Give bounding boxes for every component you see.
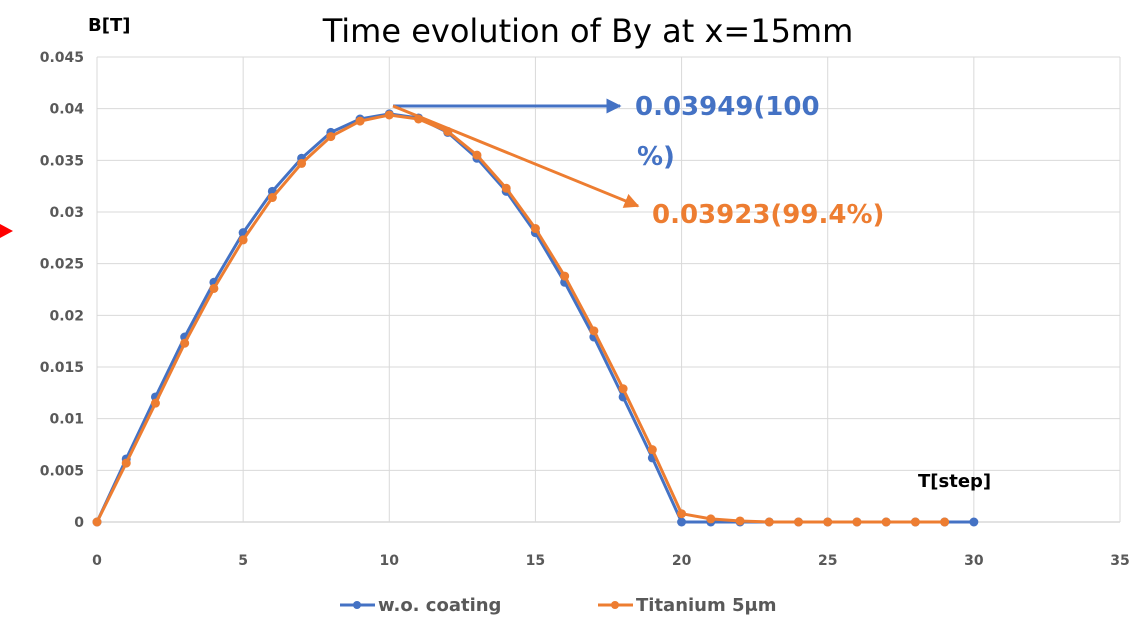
series-2-point (735, 516, 745, 526)
y-axis-label: B[T] (88, 15, 130, 36)
y-tick-label: 0 (74, 515, 84, 531)
series-1-point (969, 517, 979, 527)
y-tick-label: 0.035 (40, 153, 84, 169)
legend-label-series-2: Titanium 5μm (636, 595, 777, 616)
y-tick-label: 0.025 (40, 257, 84, 273)
series-2-point (92, 517, 102, 527)
blue-annotation-line2: %) (637, 142, 675, 172)
series-2-point (326, 132, 336, 142)
y-tick-label: 0.005 (40, 463, 84, 479)
y-tick-label: 0.03 (49, 205, 84, 221)
series-2-point (677, 509, 687, 519)
series-2-point (706, 514, 716, 524)
series-1-point (677, 517, 687, 527)
series-2-point (764, 517, 774, 527)
series-2-point (530, 224, 540, 234)
y-tick-label: 0.04 (49, 102, 84, 118)
orange-annotation: 0.03923(99.4%) (652, 200, 884, 230)
y-tick-label: 0.045 (40, 50, 84, 66)
series-2-point (647, 445, 657, 455)
series-2-point (121, 458, 131, 468)
legend-label-series-1: w.o. coating (378, 595, 501, 616)
orange-annotation-arrow (392, 104, 640, 208)
y-tick-label: 0.01 (49, 412, 84, 428)
series-2-point (823, 517, 833, 527)
series-2-point (618, 384, 628, 394)
chart-title: Time evolution of By at x=15mm (322, 12, 854, 50)
x-tick-label: 25 (818, 553, 837, 569)
x-tick-label: 0 (92, 553, 102, 569)
y-tick-label: 0.015 (40, 360, 84, 376)
x-tick-label: 35 (1110, 553, 1129, 569)
series-2-point (852, 517, 862, 527)
series-2-point (297, 158, 307, 168)
series-2-point (501, 183, 511, 193)
series-2-point (209, 283, 219, 293)
x-tick-label: 20 (672, 553, 692, 569)
series-line-2 (95, 113, 945, 524)
x-axis-label: T[step] (918, 471, 991, 492)
y-tick-label: 0.02 (49, 308, 84, 324)
x-tick-label: 15 (526, 553, 545, 569)
series-2-point (267, 193, 277, 203)
x-tick-label: 5 (238, 553, 248, 569)
x-tick-label: 30 (964, 553, 984, 569)
series-2-point (238, 235, 248, 245)
series-2-point (472, 150, 482, 160)
series-2-point (150, 398, 160, 408)
x-axis-ticks: 0 5 10 15 20 25 30 35 (92, 553, 1130, 569)
y-axis-ticks: 0 0.005 0.01 0.015 0.02 0.025 0.03 0.035 0.04 0.0… (40, 50, 85, 531)
series-2-point (940, 517, 950, 527)
legend-dot-series-1 (353, 601, 361, 609)
legend-dot-series-2 (611, 601, 619, 609)
series-2-point (881, 517, 891, 527)
series-2-point (180, 338, 190, 348)
grid (96, 56, 1121, 523)
blue-annotation-line1: 0.03949(100 (635, 92, 820, 122)
legend: w.o. coating Titanium 5μm (340, 595, 777, 616)
series-2-point (910, 517, 920, 527)
series-2-point (560, 271, 570, 281)
offscreen-red-arrow (0, 224, 13, 238)
series-2-point (355, 116, 365, 126)
series-2-point (384, 110, 394, 120)
x-tick-label: 10 (380, 553, 400, 569)
series-2-point (793, 517, 803, 527)
series-2-point (589, 326, 599, 336)
